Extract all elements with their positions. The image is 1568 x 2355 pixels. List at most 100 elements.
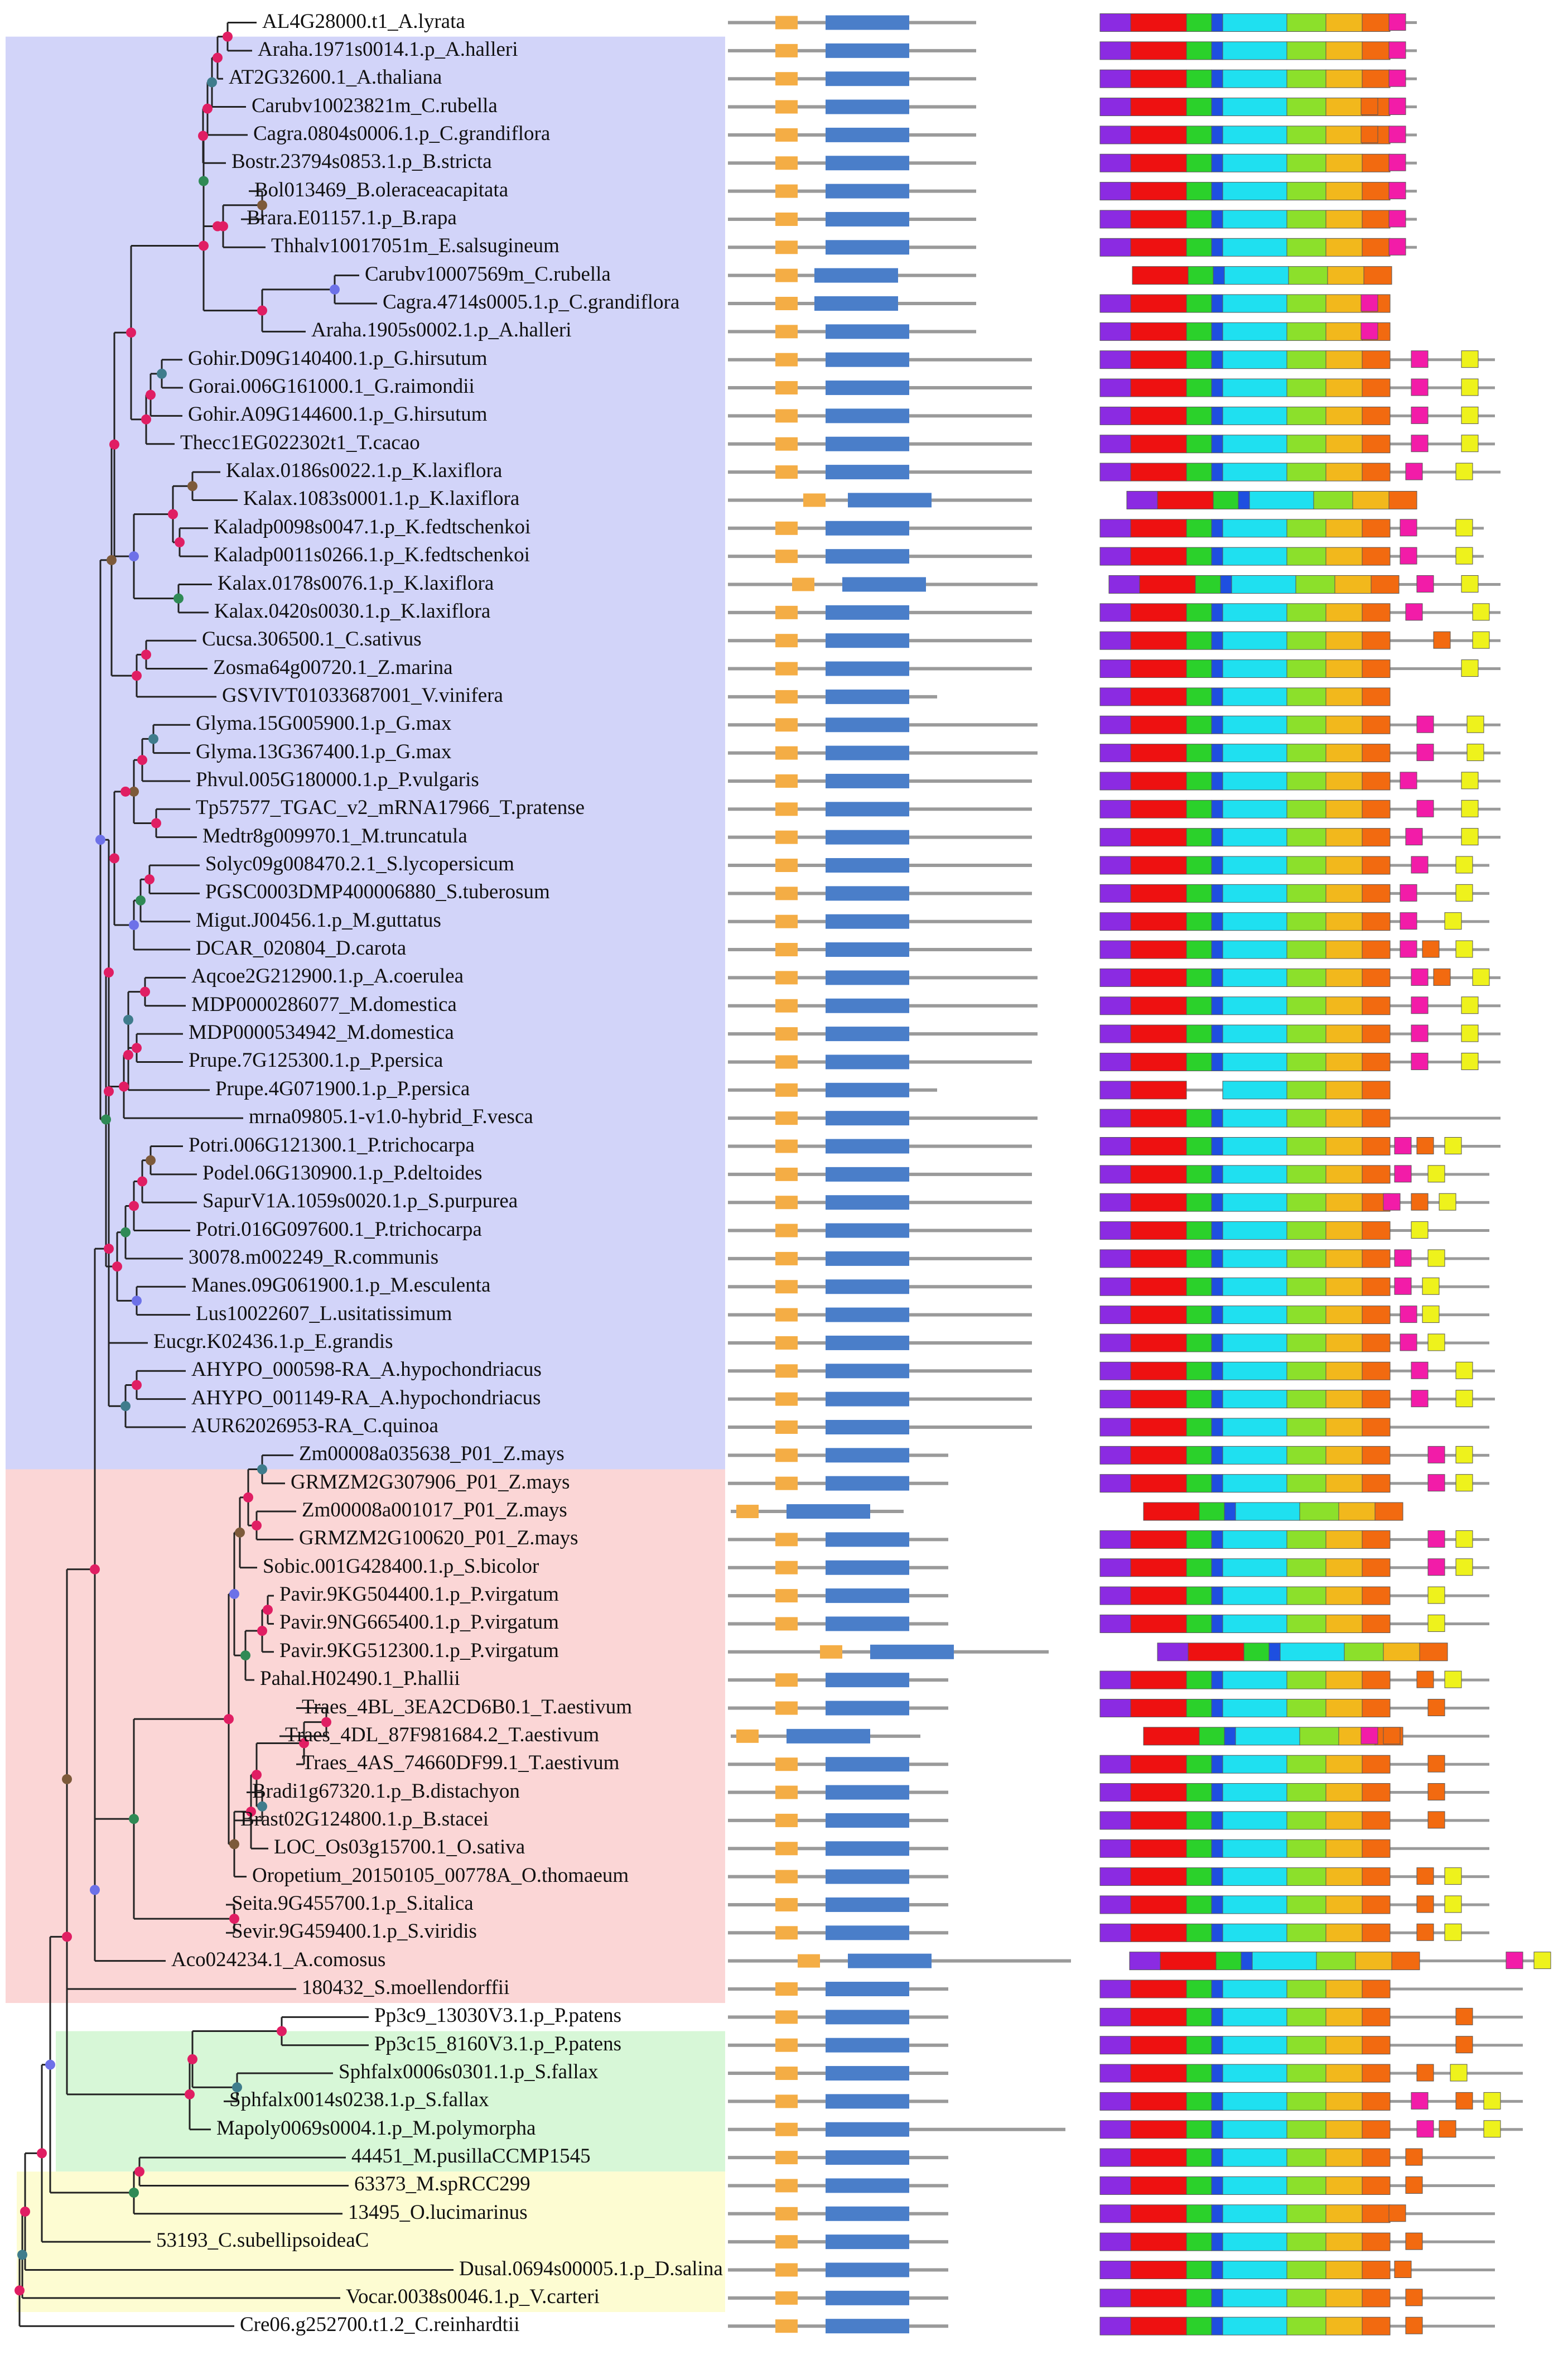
motif-box (1483, 2092, 1501, 2110)
motif-box (1130, 1361, 1187, 1380)
motif-box (1222, 1081, 1287, 1100)
motif-box (1186, 1193, 1212, 1212)
motif-box (1130, 210, 1187, 229)
motif-box (1186, 1361, 1212, 1380)
motif-box (1286, 1811, 1326, 1830)
gene-exon-blue (826, 127, 909, 142)
gene-exon-orange (775, 1926, 798, 1940)
motif-box (1362, 2092, 1391, 2111)
leaf-label: Traes_4BL_3EA2CD6B0.1_T.aestivum (302, 1695, 632, 1718)
gene-exon-orange (775, 1224, 798, 1237)
motif-box (1222, 1024, 1287, 1043)
motif-box (1325, 1306, 1363, 1325)
gene-exon-orange (775, 1196, 798, 1210)
motif-box (1222, 1165, 1287, 1184)
motif-box (1222, 2289, 1287, 2308)
motif-box (1099, 2064, 1131, 2083)
motif-box (1461, 435, 1479, 452)
motif-box (1130, 2120, 1187, 2139)
motif-box (1325, 519, 1363, 538)
node-dot (137, 1176, 147, 1187)
motif-box (1433, 631, 1451, 649)
motif-box (1222, 2176, 1287, 2195)
motif-box (1286, 1165, 1326, 1184)
motif-box (1286, 13, 1326, 32)
gene-exon-blue (826, 15, 909, 30)
motif-box (1211, 1277, 1223, 1296)
motif-box (1130, 2064, 1187, 2083)
gene-exon-orange (775, 212, 798, 226)
leaf-label: Sphfalx0006s0301.1.p_S.fallax (339, 2060, 599, 2084)
motif-box (1211, 828, 1223, 847)
motif-box (1362, 435, 1391, 454)
leaf-label: Cagra.4714s0005.1.p_C.grandiflora (383, 291, 680, 314)
motif-box (1362, 1165, 1391, 1184)
motif-box (1130, 2261, 1187, 2279)
motif-box (1186, 1221, 1212, 1240)
motif-box (1222, 968, 1287, 987)
motif-box (1231, 575, 1296, 594)
motif-box (1411, 435, 1429, 452)
motif-box (1461, 575, 1479, 593)
motif-box (1325, 2204, 1363, 2223)
motif-box (1099, 1249, 1131, 1268)
motif-box (1186, 2092, 1212, 2111)
gene-exon-orange (775, 2067, 798, 2081)
motif-box (1186, 1137, 1212, 1155)
gene-exon-blue (826, 1785, 909, 1800)
motif-box (1391, 1952, 1420, 1971)
motif-box (1211, 435, 1223, 454)
motif-box (1461, 1052, 1479, 1070)
motif-box (1325, 659, 1363, 678)
motif-box (1222, 2317, 1287, 2335)
motif-box (1222, 659, 1287, 678)
gene-exon-orange (775, 297, 798, 310)
motif-box (1388, 153, 1406, 171)
motif-box (1186, 126, 1212, 145)
motif-box (1222, 1052, 1287, 1071)
motif-box (1211, 940, 1223, 959)
gene-exon-orange (775, 802, 798, 816)
motif-box (1400, 912, 1417, 930)
gene-exon-blue (826, 2178, 909, 2193)
motif-box (1222, 828, 1287, 847)
node-dot (213, 221, 223, 232)
leaf-label: Pp3c9_13030V3.1.p_P.patens (374, 2004, 621, 2027)
motif-box (1362, 1558, 1391, 1577)
motif-box (1286, 1614, 1326, 1633)
motif-box (1099, 1052, 1131, 1071)
gene-exon-blue (826, 1448, 909, 1463)
motif-box (1222, 1586, 1287, 1605)
gene-exon-orange (775, 128, 798, 142)
leaf-label: Aqcoe2G212900.1.p_A.coerulea (191, 965, 464, 988)
gene-exon-blue (826, 1167, 909, 1182)
motif-box (1362, 828, 1391, 847)
motif-box (1130, 659, 1187, 678)
motif-box (1362, 940, 1391, 959)
motif-box (1405, 2148, 1423, 2166)
motif-box (1455, 1390, 1473, 1408)
gene-exon-blue (826, 886, 909, 901)
leaf-label: LOC_Os03g15700.1_O.sativa (274, 1836, 525, 1859)
motif-box (1411, 1390, 1429, 1408)
motif-box (1186, 350, 1212, 369)
motif-box (1224, 1727, 1236, 1746)
leaf-label: Phvul.005G180000.1.p_P.vulgaris (196, 768, 479, 791)
motif-box (1362, 2317, 1391, 2335)
motif-box (1362, 153, 1391, 172)
motif-box (1099, 1221, 1131, 1240)
motif-box (1362, 13, 1391, 32)
motif-box (1211, 996, 1223, 1015)
motif-box (1325, 1024, 1363, 1043)
gene-exon-blue (826, 1813, 909, 1828)
leaf-label: GRMZM2G307906_P01_Z.mays (291, 1470, 570, 1494)
leaf-label: Medtr8g009970.1_M.truncatula (202, 824, 467, 847)
motif-box (1222, 1839, 1287, 1858)
motif-box (1130, 2007, 1187, 2026)
motif-box (1286, 547, 1326, 566)
motif-box (1400, 940, 1417, 958)
motif-box (1186, 41, 1212, 60)
motif-box (1099, 603, 1131, 622)
gene-exon-orange (775, 2151, 798, 2165)
motif-box (1130, 322, 1187, 341)
